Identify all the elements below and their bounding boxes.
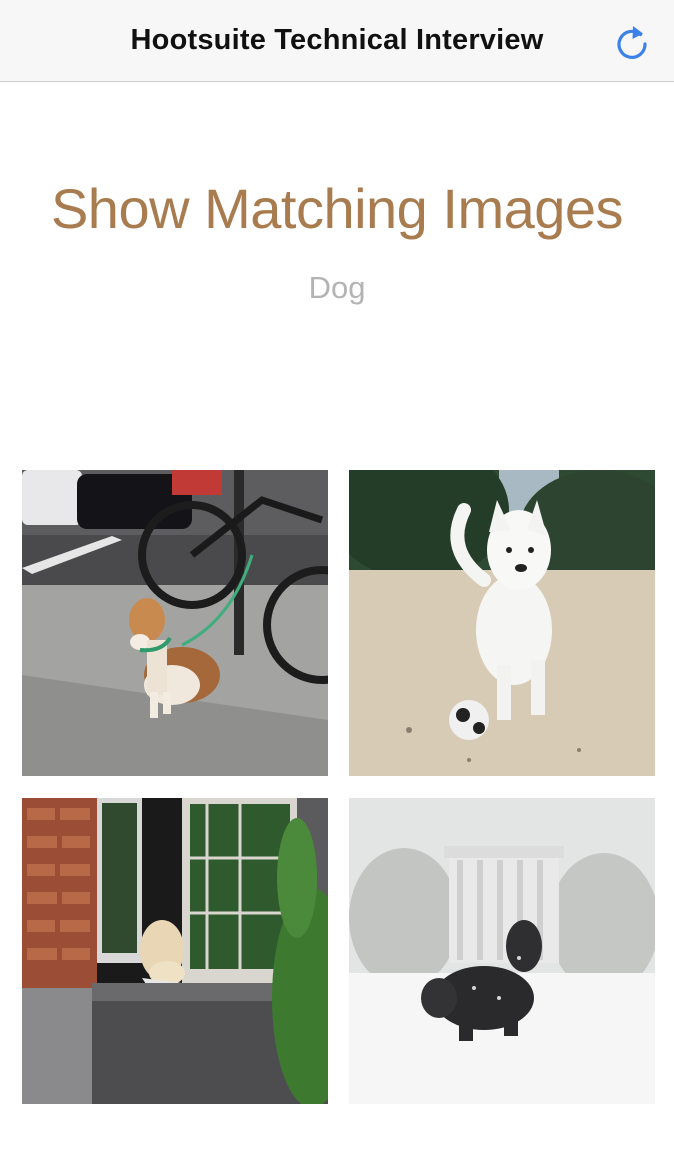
beagle-on-sidewalk-photo: [22, 470, 328, 776]
refresh-button[interactable]: [610, 20, 654, 64]
search-query-label: Dog: [308, 270, 366, 305]
refresh-icon: [617, 26, 647, 59]
image-tile-beagle[interactable]: [22, 470, 328, 776]
white-puppy-with-ball-photo: [349, 470, 655, 776]
image-tile-white-puppy[interactable]: [349, 470, 655, 776]
nav-title: Hootsuite Technical Interview: [130, 24, 544, 56]
image-tile-snow-dog[interactable]: [349, 798, 655, 1104]
dog-in-window-photo: [22, 798, 328, 1104]
page-title: Show Matching Images: [50, 177, 624, 240]
image-tile-window-dog[interactable]: [22, 798, 328, 1104]
navigation-bar: Hootsuite Technical Interview: [0, 0, 674, 82]
dog-in-snow-photo: [349, 798, 655, 1104]
